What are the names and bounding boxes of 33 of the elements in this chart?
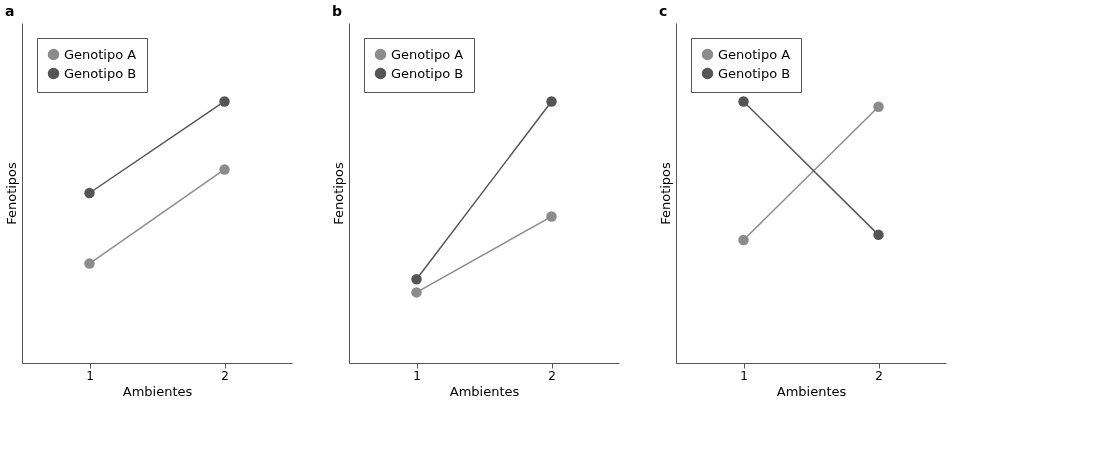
point bbox=[738, 96, 749, 107]
x-tick-label: 1 bbox=[413, 368, 421, 383]
legend-label: Genotipo A bbox=[64, 46, 137, 62]
x-tick-label: 1 bbox=[86, 368, 94, 383]
chart-title: c bbox=[659, 3, 668, 19]
point bbox=[546, 211, 557, 222]
x-tick-label: 2 bbox=[875, 368, 883, 383]
point bbox=[546, 96, 557, 107]
point bbox=[411, 287, 422, 298]
x-tick-label: 1 bbox=[740, 368, 748, 383]
legend-label: Genotipo A bbox=[391, 46, 464, 62]
chart-title: b bbox=[332, 3, 343, 19]
point bbox=[873, 101, 884, 112]
point bbox=[84, 258, 95, 269]
x-axis-title: Ambientes bbox=[449, 383, 520, 399]
point bbox=[873, 229, 884, 241]
point bbox=[219, 96, 230, 107]
legend-label: Genotipo B bbox=[391, 65, 464, 81]
x-axis-title: Ambientes bbox=[776, 383, 847, 399]
point bbox=[84, 187, 95, 199]
y-axis-title: Fenotipos bbox=[330, 161, 346, 225]
legend-label: Genotipo A bbox=[718, 46, 791, 62]
legend-label: Genotipo B bbox=[718, 65, 791, 81]
point bbox=[219, 164, 230, 175]
y-axis-title: Fenotipos bbox=[657, 161, 673, 225]
x-axis-title: Ambientes bbox=[122, 383, 193, 399]
point bbox=[411, 274, 422, 285]
legend-label: Genotipo B bbox=[64, 65, 137, 81]
chart-title: a bbox=[5, 3, 15, 19]
x-tick-label: 2 bbox=[221, 368, 229, 383]
y-axis-title: Fenotipos bbox=[3, 161, 19, 225]
point bbox=[738, 234, 749, 246]
x-tick-label: 2 bbox=[548, 368, 556, 383]
